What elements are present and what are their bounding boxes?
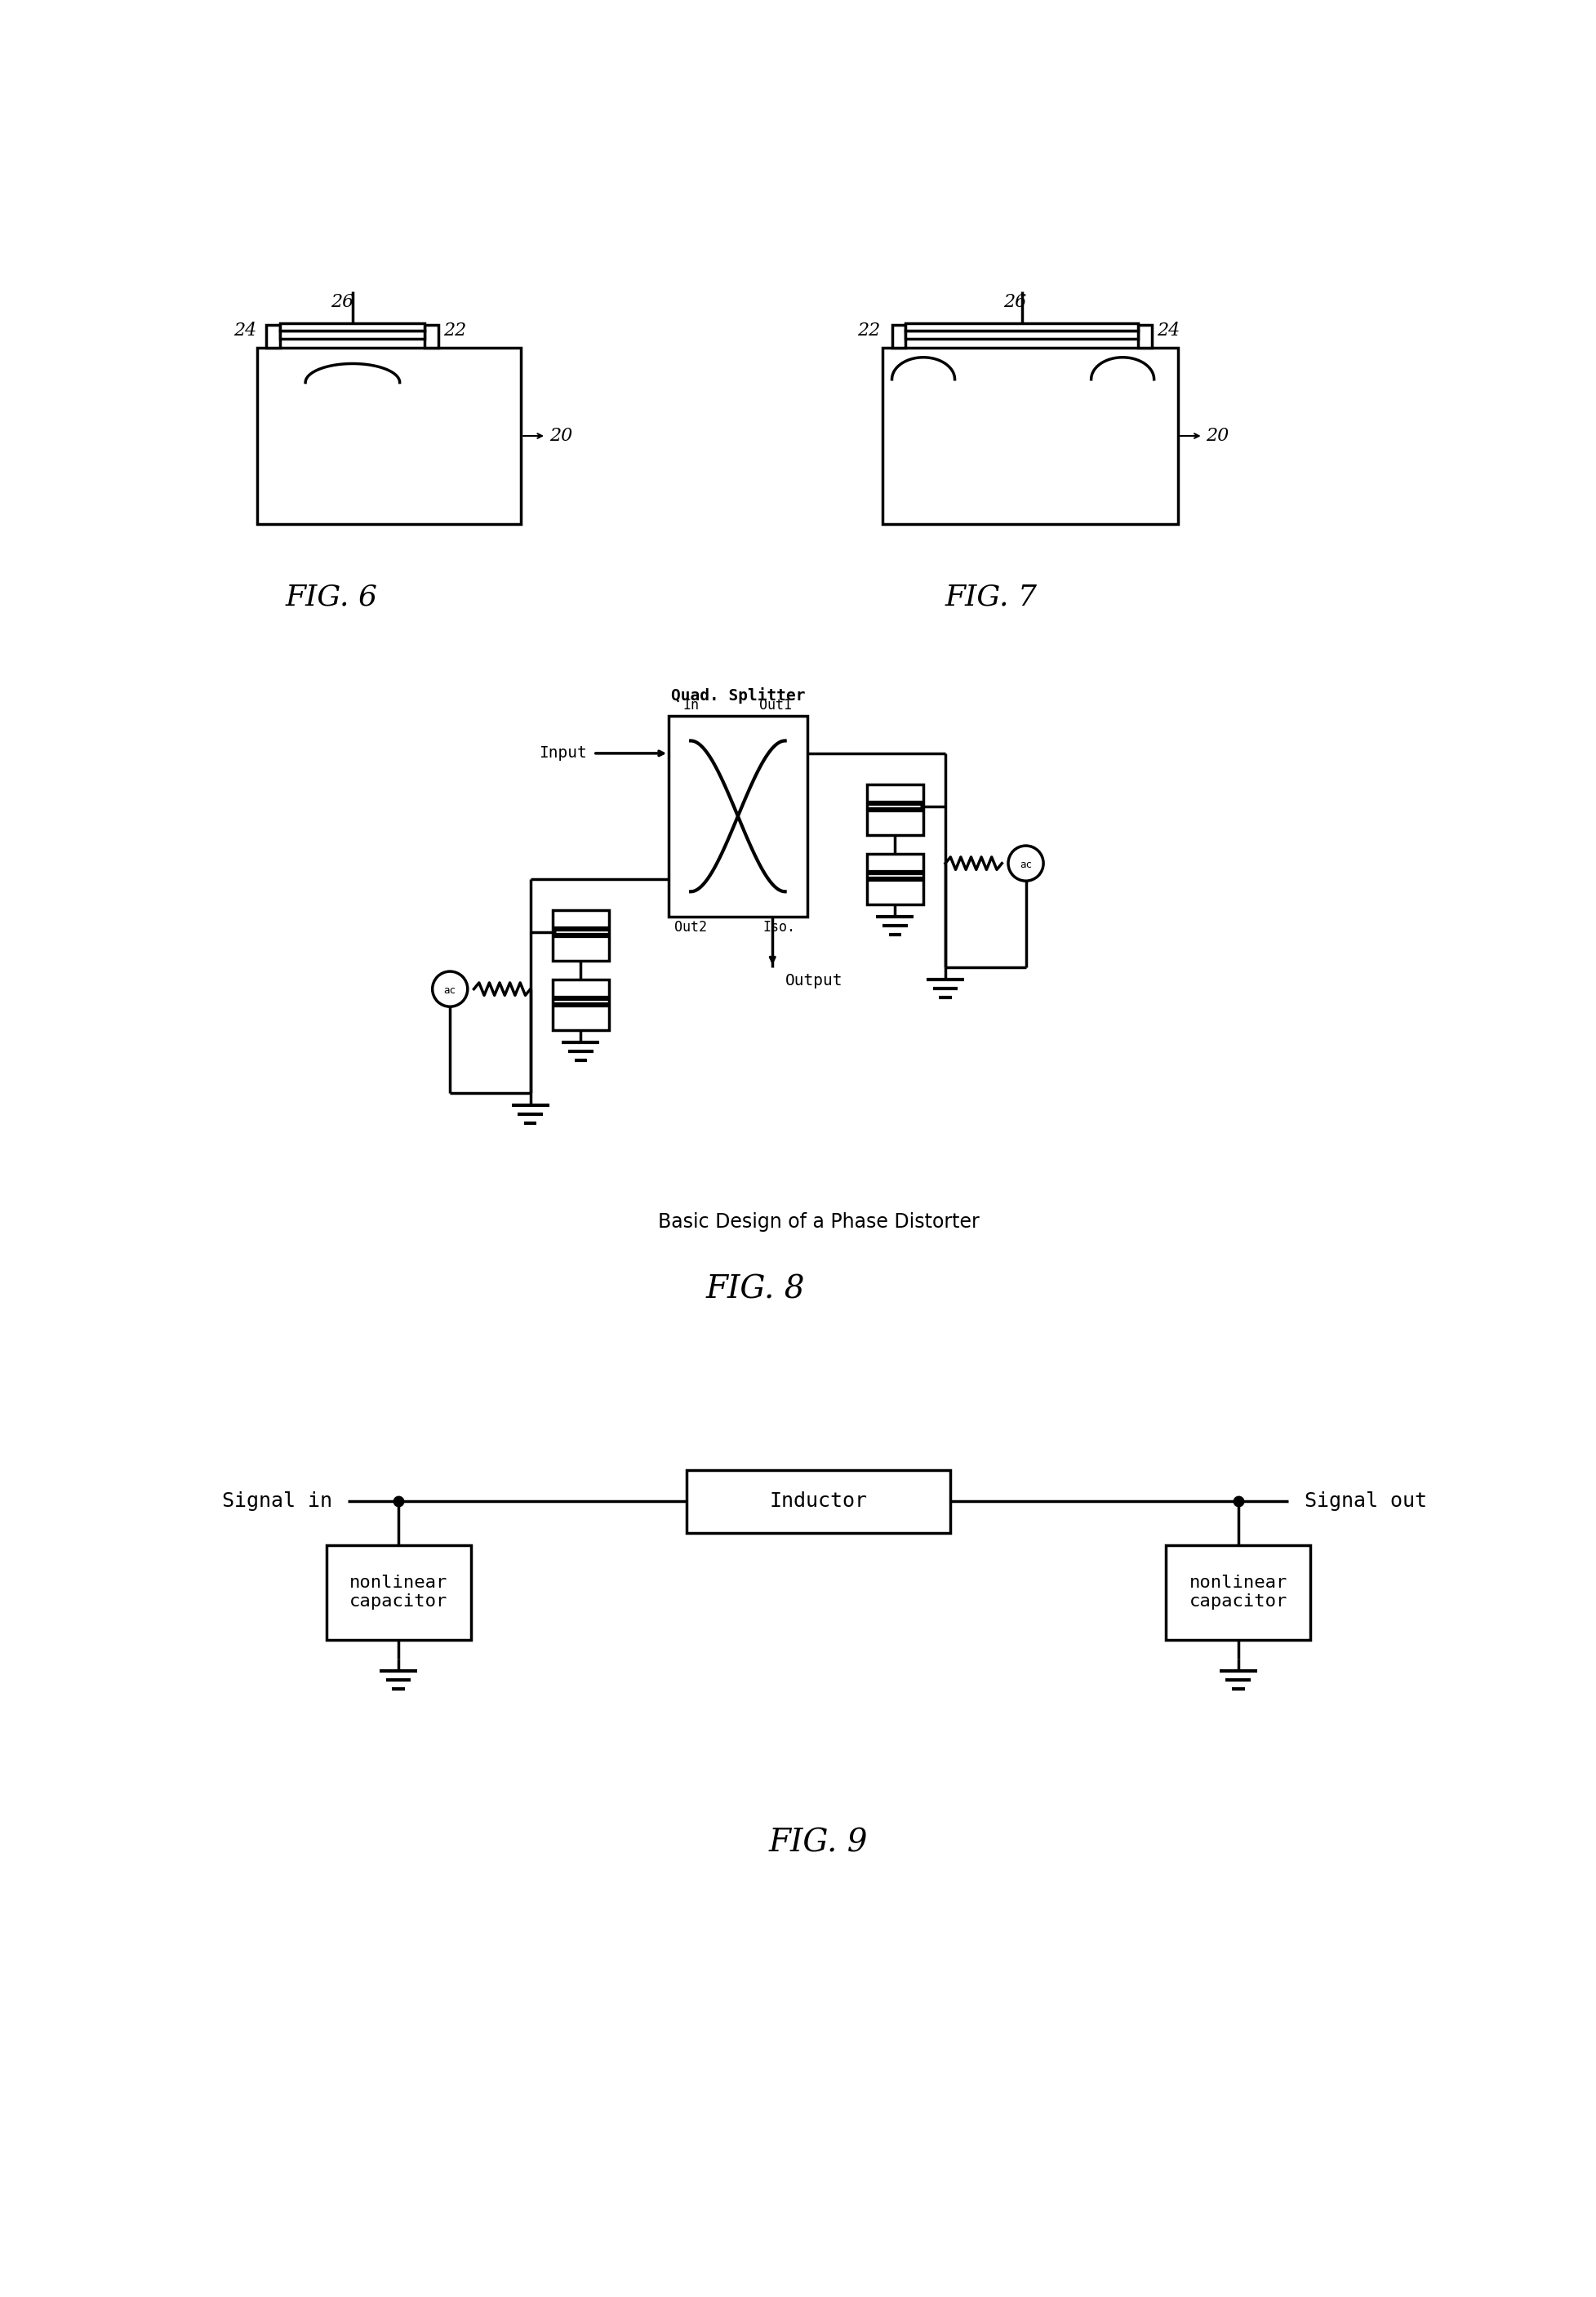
Text: 24: 24 — [233, 322, 257, 340]
Text: Signal out: Signal out — [1304, 1491, 1425, 1511]
Bar — [326, 1546, 471, 1640]
Text: Input: Input — [539, 747, 587, 760]
Bar — [425, 324, 439, 347]
Text: Inductor: Inductor — [769, 1491, 867, 1511]
Text: 22: 22 — [857, 322, 879, 340]
Text: 20: 20 — [1205, 427, 1229, 446]
Text: FIG. 8: FIG. 8 — [705, 1275, 804, 1305]
Text: Basic Design of a Phase Distorter: Basic Design of a Phase Distorter — [658, 1213, 978, 1231]
Text: In: In — [681, 698, 699, 712]
Text: 24: 24 — [1157, 322, 1179, 340]
Bar — [867, 854, 922, 905]
Text: nonlinear
capacitor: nonlinear capacitor — [1189, 1576, 1286, 1610]
Bar — [905, 324, 1138, 331]
Text: 20: 20 — [549, 427, 571, 446]
Bar — [867, 786, 922, 836]
Text: Output: Output — [785, 974, 843, 988]
Text: FIG. 9: FIG. 9 — [768, 1828, 868, 1858]
Text: Quad. Splitter: Quad. Splitter — [670, 687, 804, 703]
Text: ac: ac — [1020, 859, 1031, 871]
Bar — [552, 979, 608, 1029]
Bar — [905, 331, 1138, 338]
Bar — [552, 910, 608, 960]
Bar — [686, 1470, 950, 1532]
Bar — [669, 717, 806, 917]
Bar — [281, 331, 425, 338]
Bar — [267, 324, 281, 347]
Text: Out2: Out2 — [674, 919, 707, 935]
Text: 26: 26 — [330, 294, 353, 310]
Text: FIG. 7: FIG. 7 — [945, 583, 1037, 611]
Text: FIG. 6: FIG. 6 — [286, 583, 377, 611]
Bar — [281, 324, 425, 331]
Bar — [892, 324, 905, 347]
Bar — [1165, 1546, 1310, 1640]
Text: Signal in: Signal in — [222, 1491, 332, 1511]
Text: nonlinear
capacitor: nonlinear capacitor — [350, 1576, 447, 1610]
Bar — [1138, 324, 1152, 347]
Text: ac: ac — [444, 985, 456, 995]
Text: 22: 22 — [444, 322, 466, 340]
Text: 26: 26 — [1002, 294, 1026, 310]
Text: Out1: Out1 — [760, 698, 792, 712]
Bar — [883, 347, 1178, 524]
Text: Iso.: Iso. — [761, 919, 795, 935]
Bar — [257, 347, 520, 524]
